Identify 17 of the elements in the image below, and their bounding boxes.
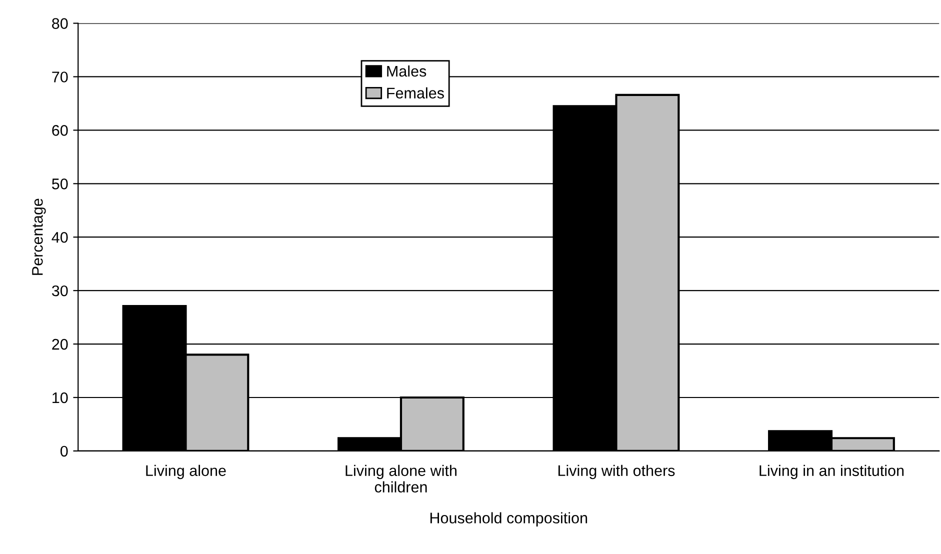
y-tick-label: 30 [52, 285, 68, 296]
x-tick-label: Living alone with children [346, 464, 456, 493]
y-tick-label: 20 [52, 338, 68, 350]
x-axis-title: Household composition [430, 512, 588, 526]
x-tick-label: Living alone [146, 464, 226, 480]
legend-label: Females [387, 87, 444, 99]
y-axis-title: Percentage [32, 198, 46, 275]
legend-label: Males [387, 65, 426, 77]
y-tick-label: 60 [52, 125, 68, 136]
x-tick-label: Living with others [558, 464, 675, 480]
y-tick-label: 50 [52, 178, 68, 190]
y-tick-label: 40 [52, 232, 68, 243]
y-tick-label: 0 [60, 446, 68, 457]
y-tick-label: 10 [52, 392, 68, 404]
y-tick-label: 70 [52, 72, 68, 82]
x-tick-label: Living in an institution [760, 464, 904, 480]
y-tick-label: 80 [52, 18, 68, 29]
